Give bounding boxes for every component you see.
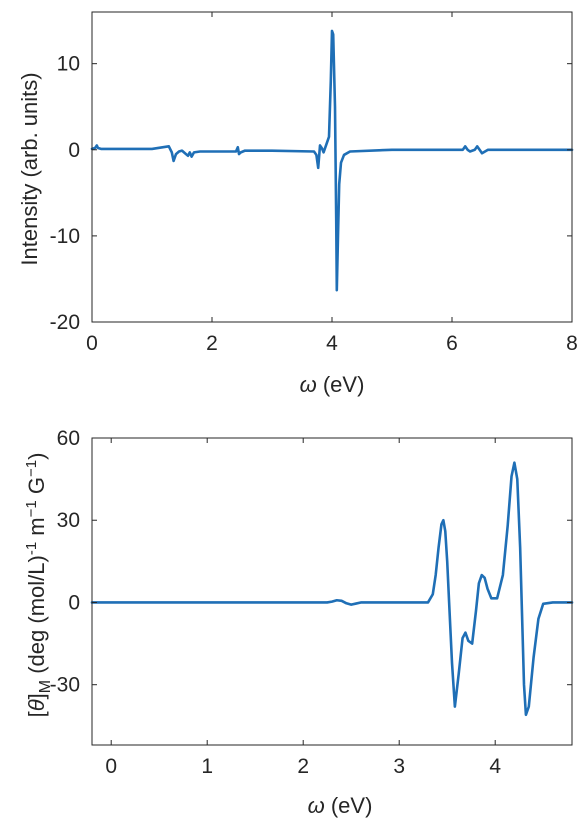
ylabel-text-4: ) — [24, 453, 49, 460]
ellipticity-x-tick-label: 0 — [105, 755, 117, 778]
intensity-plot-area: 0 2 4 6 8 -20 -10 0 10 — [50, 11, 578, 355]
ellipticity-x-axis-label: ω (eV) — [308, 793, 373, 818]
ylabel-text-3: G — [24, 477, 49, 500]
ellipticity-y-tick-label: 60 — [57, 427, 80, 450]
intensity-chart: 0 2 4 6 8 -20 -10 0 10 ω (eV) Intensity (arb. un… — [17, 11, 578, 397]
ellipticity-x-tick-label: 1 — [201, 755, 213, 778]
ylabel-sup-3: −1 — [23, 460, 40, 477]
ellipticity-y-tick-label: 30 — [57, 509, 80, 532]
ylabel-subscript-m: M — [37, 680, 54, 693]
ellipticity-y-axis-label: [θ]M (deg (mol/L)-1 m−1 G−1) — [23, 453, 54, 718]
intensity-y-tick-label: 0 — [68, 139, 80, 162]
intensity-y-tick-label: -20 — [50, 311, 80, 334]
ellipticity-plot-frame — [91, 437, 573, 746]
ellipticity-plot-area: 0 1 2 3 4 -30 0 30 60 — [50, 427, 574, 778]
ellipticity-x-tick-label: 3 — [393, 755, 405, 778]
intensity-x-tick-label: 0 — [86, 332, 98, 355]
ellipticity-x-tick-label: 2 — [297, 755, 309, 778]
ylabel-close-bracket: ] — [24, 693, 49, 699]
intensity-x-axis-label: ω (eV) — [300, 372, 365, 397]
ylabel-open-bracket: [ — [24, 711, 49, 717]
intensity-y-tick-label: -10 — [50, 225, 80, 248]
ylabel-text-1: (deg (mol/L) — [24, 555, 49, 680]
intensity-y-axis-label: Intensity (arb. units) — [17, 72, 42, 265]
intensity-series-line — [90, 29, 574, 292]
ylabel-text-2: m — [24, 517, 49, 541]
intensity-x-tick-label: 2 — [206, 332, 218, 355]
ellipticity-x-axis-symbol: ω — [308, 793, 325, 818]
ellipticity-y-tick-label: 0 — [68, 591, 80, 614]
ellipticity-y-tick-label: -30 — [50, 674, 80, 697]
intensity-x-tick-label: 4 — [326, 332, 338, 355]
intensity-x-tick-label: 6 — [446, 332, 458, 355]
ylabel-sup-1: -1 — [23, 542, 40, 555]
intensity-x-tick-label: 8 — [566, 332, 578, 355]
ylabel-theta: θ — [24, 699, 49, 711]
intensity-y-tick-label: 10 — [57, 53, 80, 76]
ellipticity-series-line — [90, 461, 574, 717]
ylabel-sup-2: −1 — [23, 500, 40, 517]
ellipticity-x-tick-label: 4 — [489, 755, 501, 778]
ellipticity-x-axis-unit: (eV) — [325, 793, 373, 818]
intensity-x-axis-symbol: ω — [300, 372, 317, 397]
molar-ellipticity-chart: 0 1 2 3 4 -30 0 30 60 ω (eV) [θ]M (deg (mol/L)-1… — [23, 427, 574, 818]
intensity-x-axis-unit: (eV) — [317, 372, 365, 397]
